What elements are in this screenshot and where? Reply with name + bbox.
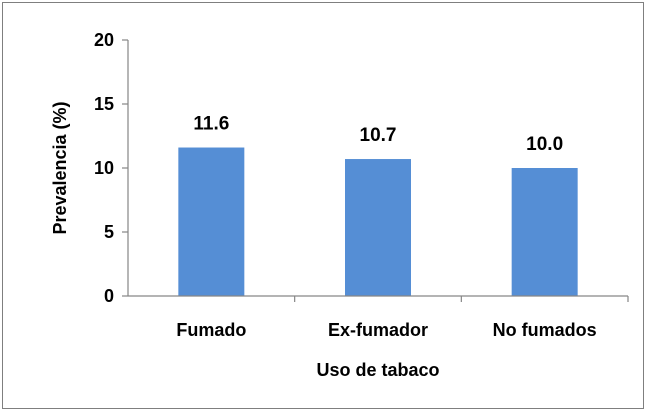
y-axis-title: Prevalencia (%) <box>50 101 70 234</box>
data-label: 11.6 <box>193 114 229 135</box>
y-tick-label: 5 <box>104 222 114 242</box>
bar-ex-fumador <box>345 159 411 296</box>
x-tick-label: No fumados <box>493 320 597 340</box>
data-label: 10.0 <box>526 134 563 155</box>
y-axis-ticks: 0 5 10 15 20 <box>94 30 128 306</box>
x-tick-label: Ex-fumador <box>328 320 428 340</box>
x-tick-label: Fumado <box>176 320 246 340</box>
x-axis-labels: Fumado Ex-fumador No fumados <box>176 296 628 340</box>
data-labels: 11.6 10.7 10.0 <box>193 114 563 155</box>
y-tick-label: 20 <box>94 30 114 50</box>
y-tick-label: 15 <box>94 94 114 114</box>
y-tick-label: 0 <box>104 286 114 306</box>
bar-no-fumados <box>512 168 578 296</box>
bar-fumado <box>178 148 244 296</box>
x-axis-title: Uso de tabaco <box>316 360 439 380</box>
y-tick-label: 10 <box>94 158 114 178</box>
bars <box>178 148 577 296</box>
data-label: 10.7 <box>360 125 397 146</box>
